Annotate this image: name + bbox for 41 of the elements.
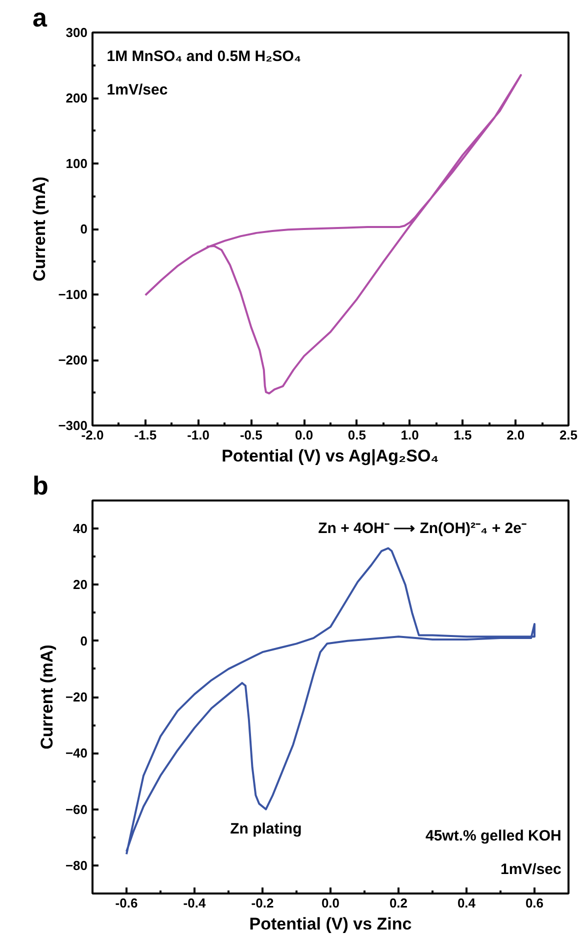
x-axis-title: Potential (V) vs Zinc [249, 914, 412, 934]
x-tick-label: 0.6 [525, 896, 544, 910]
annotation: Zn plating [230, 820, 302, 838]
y-axis-title: Current (mA) [30, 176, 50, 282]
y-tick-label: −60 [65, 802, 88, 817]
x-tick-label: 2.0 [506, 428, 525, 442]
y-axis-title: Current (mA) [37, 644, 56, 750]
y-tick-label: −20 [65, 690, 88, 704]
annotation: Zn + 4OH⁻ ⟶ Zn(OH)²⁻₄ + 2e⁻ [318, 520, 526, 537]
annotation: 1mV/sec [106, 82, 168, 99]
y-tick-label: 20 [73, 577, 88, 592]
y-tick-label: −100 [58, 287, 88, 302]
y-tick-label: 0 [80, 222, 88, 236]
y-tick-label: −80 [65, 858, 88, 873]
x-tick-label: -1.0 [187, 428, 210, 442]
annotation: 1mV/sec [500, 860, 562, 878]
x-tick-label: 0.5 [348, 428, 366, 442]
x-tick-label: -0.6 [115, 896, 138, 910]
x-tick-label: 1.5 [454, 428, 472, 442]
x-tick-label: 0.0 [295, 428, 314, 442]
y-tick-label: 200 [66, 90, 88, 106]
text: a [32, 2, 48, 32]
y-tick-label: 40 [73, 521, 88, 536]
y-tick-label: −40 [65, 746, 88, 761]
x-tick-label: 0.4 [457, 896, 476, 910]
y-tick-label: 300 [66, 25, 88, 40]
x-tick-label: -1.5 [134, 428, 157, 442]
x-tick-label: -0.5 [240, 428, 262, 442]
y-tick-label: 100 [66, 156, 88, 171]
annotation: 1M MnSO₄ and 0.5M H₂SO₄ [106, 48, 302, 66]
y-tick-label: 0 [80, 633, 88, 648]
x-tick-label: 2.5 [559, 428, 578, 442]
x-tick-label: -0.4 [183, 896, 206, 910]
x-tick-label: 0.0 [321, 896, 340, 910]
annotation: 45wt.% gelled KOH [425, 827, 562, 844]
x-tick-label: 1.0 [400, 428, 419, 442]
x-axis-title: Potential (V) vs Ag|Ag₂SO₄ [222, 446, 439, 466]
x-tick-label: -0.2 [251, 896, 274, 910]
x-tick-label: 0.2 [389, 896, 408, 910]
text: b [32, 470, 48, 500]
y-tick-label: −200 [58, 352, 88, 368]
